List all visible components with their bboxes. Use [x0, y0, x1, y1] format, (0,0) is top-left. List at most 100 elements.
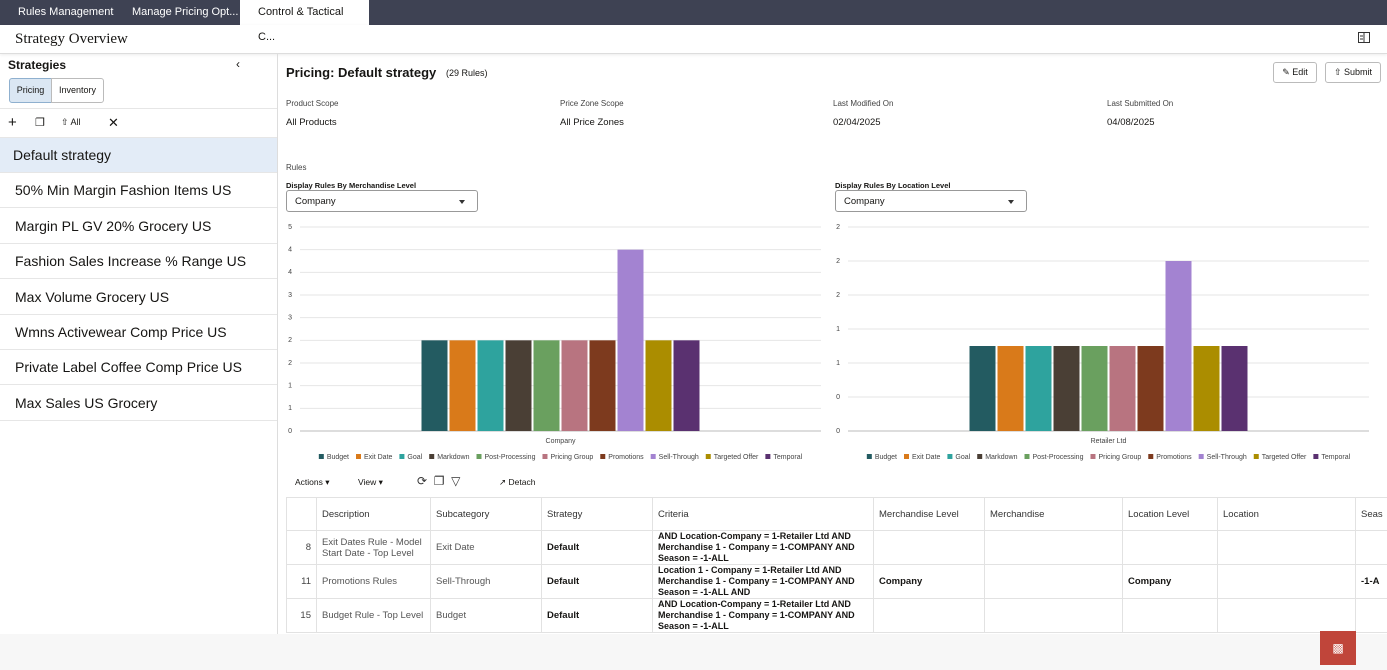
header-cell: Description — [316, 497, 431, 531]
sidebar: Strategies ‹ Pricing Inventory + ❐ ⇧ All… — [0, 54, 278, 634]
y-tick-label: 5 — [288, 224, 292, 231]
strategy-item[interactable]: 50% Min Margin Fashion Items US — [0, 173, 277, 209]
cell: Budget — [430, 598, 542, 633]
legend-swatch — [600, 454, 606, 459]
y-tick-label: 2 — [288, 360, 292, 367]
divider — [0, 108, 277, 109]
edit-label: Edit — [1292, 67, 1308, 77]
filter-dropdown[interactable]: Company — [835, 190, 1027, 212]
cell — [1122, 530, 1218, 565]
cell — [873, 530, 985, 565]
detach[interactable]: ↗ Detach — [499, 477, 536, 487]
field-value: 02/04/2025 — [833, 117, 881, 128]
cell: Company — [1122, 564, 1218, 599]
legend-label: Targeted Offer — [1262, 454, 1307, 461]
header-row: Description Subcategory Strategy Criteria Me… — [286, 497, 1387, 531]
tab[interactable]: Manage Pricing Opt... — [132, 6, 239, 18]
tab[interactable]: Control & Tactical C... — [240, 0, 369, 43]
actions-menu[interactable]: Actions ▾ — [295, 477, 330, 487]
filter-dropdown[interactable]: Company — [286, 190, 478, 212]
y-tick-label: 2 — [836, 224, 840, 231]
legend-swatch — [429, 454, 435, 459]
bar — [1025, 346, 1052, 431]
legend-label: Markdown — [437, 454, 469, 461]
cell: Default — [541, 598, 653, 633]
table-row[interactable]: 8 Exit Dates Rule - Model Start Date - To… — [286, 530, 1387, 565]
edit-button[interactable]: ✎ Edit — [1273, 62, 1317, 83]
table-row[interactable]: 11 Promotions Rules Sell-Through Default Loc… — [286, 564, 1387, 599]
layout-icon[interactable] — [1358, 32, 1370, 44]
add[interactable]: + — [8, 114, 17, 131]
bar — [477, 340, 504, 431]
cell — [1217, 530, 1356, 565]
copy[interactable]: ❐ — [35, 117, 45, 129]
legend-label: Post-Processing — [1033, 454, 1084, 461]
y-tick-label: 1 — [836, 360, 840, 367]
strategy-item[interactable]: Wmns Activewear Comp Price US — [0, 315, 277, 350]
legend-swatch — [947, 454, 953, 459]
x-tick-label: Retailer Ltd — [1091, 438, 1127, 445]
header-cell: Criteria — [652, 497, 874, 531]
legend-label: Markdown — [985, 454, 1017, 461]
table-row[interactable]: 15 Budget Rule - Top Level Budget Default AN… — [286, 598, 1387, 633]
y-tick-label: 3 — [288, 292, 292, 299]
y-tick-label: 4 — [288, 247, 292, 254]
strategy-item[interactable]: Max Volume Grocery US — [0, 280, 277, 315]
upload[interactable]: ⇧ All — [61, 117, 81, 127]
y-tick-label: 1 — [836, 326, 840, 333]
close[interactable]: ✕ — [108, 115, 119, 130]
y-tick-label: 2 — [288, 337, 292, 344]
strategy-item[interactable]: Fashion Sales Increase % Range US — [0, 244, 277, 280]
y-tick-label: 0 — [288, 428, 292, 435]
strategy-item[interactable]: Margin PL GV 20% Grocery US — [0, 209, 277, 244]
menu-label: View — [358, 477, 377, 487]
field-label: Price Zone Scope — [560, 99, 624, 108]
cell: Location 1 - Company = 1-Retailer Ltd AN… — [652, 564, 874, 599]
row-id: 8 — [286, 530, 317, 565]
rules-label: Rules — [286, 163, 307, 172]
legend-label: Budget — [327, 454, 349, 461]
cell — [1217, 564, 1356, 599]
legend-swatch — [399, 454, 405, 459]
legend-label: Targeted Offer — [714, 454, 759, 461]
legend: Budget Exit Date Goal Markdown Post-Processi… — [866, 454, 1351, 461]
divider — [0, 137, 277, 138]
view-menu[interactable]: View ▾ — [358, 477, 383, 487]
legend-label: Pricing Group — [550, 454, 593, 461]
y-tick-label: 2 — [836, 292, 840, 299]
y-tick-label: 1 — [288, 383, 292, 390]
legend-swatch — [1090, 454, 1096, 459]
legend-label: Post-Processing — [485, 454, 536, 461]
page-title: Strategy Overview — [15, 31, 128, 47]
legend-swatch — [705, 454, 711, 459]
table-wrap: Description Subcategory Strategy Criteria Me… — [286, 497, 1387, 634]
cell — [984, 530, 1123, 565]
strategy-item[interactable]: Private Label Coffee Comp Price US — [0, 350, 277, 386]
header-cell: Location Level — [1122, 497, 1218, 531]
legend-swatch — [904, 454, 910, 459]
bar — [997, 346, 1024, 431]
strategy-item[interactable]: Max Sales US Grocery — [0, 386, 277, 421]
strategy-item[interactable]: Default strategy — [0, 138, 277, 173]
bar — [673, 340, 700, 431]
toggle[interactable]: Pricing — [9, 78, 52, 103]
cell: Budget Rule - Top Level — [316, 598, 431, 633]
cell — [1355, 598, 1387, 633]
legend-swatch — [977, 454, 983, 459]
collapse[interactable]: ‹ — [236, 57, 240, 71]
legend-swatch — [765, 454, 771, 459]
bar — [561, 340, 588, 431]
toolbar-icons[interactable]: ⟳ ❐ ▽ — [417, 474, 461, 488]
toggle[interactable]: Inventory — [51, 78, 104, 103]
cell — [984, 598, 1123, 633]
y-tick-label: 3 — [288, 315, 292, 322]
header-cell: Merchandise — [984, 497, 1123, 531]
field-label: Product Scope — [286, 99, 339, 108]
submit-button[interactable]: ⇧ Submit — [1325, 62, 1381, 83]
legend-label: Budget — [875, 454, 897, 461]
cell — [1217, 598, 1356, 633]
chat-button[interactable]: ▩ — [1320, 631, 1356, 665]
legend-label: Temporal — [773, 454, 802, 461]
field-label: Last Submitted On — [1107, 99, 1174, 108]
tab[interactable]: Rules Management — [18, 6, 114, 18]
